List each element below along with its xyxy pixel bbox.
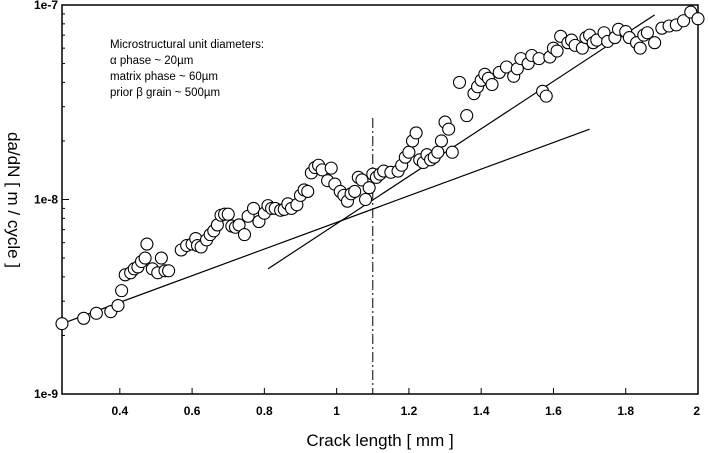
data-point: [539, 89, 553, 103]
data-point: [111, 298, 125, 313]
data-point: [358, 192, 373, 207]
data-point: [648, 36, 662, 50]
data-point: [691, 12, 705, 26]
data-point: [550, 44, 564, 58]
y-axis-ticks: 1e-9 1e-8 1e-7: [34, 0, 69, 401]
x-tick-label: 1.2: [401, 404, 418, 418]
data-point: [676, 14, 691, 28]
data-point: [485, 77, 499, 92]
annotation-line-3: matrix phase ~ 60µm: [110, 71, 218, 83]
y-axis-title: da/dN [ m / cycle ]: [4, 132, 23, 268]
data-point: [140, 237, 154, 251]
data-point: [362, 181, 376, 195]
x-tick-label: 0.8: [256, 404, 273, 418]
data-point: [452, 75, 467, 89]
data-point: [324, 161, 338, 175]
x-tick-label: 1.8: [617, 404, 634, 418]
annotation: Microstructural unit diameters: α phase …: [110, 39, 264, 99]
x-tick-label: 0.4: [111, 404, 128, 418]
data-point: [460, 109, 474, 123]
data-point: [434, 134, 448, 148]
y-tick-label: 1e-8: [34, 193, 58, 207]
fit-line: [267, 14, 655, 270]
data-point: [633, 41, 647, 55]
data-point: [348, 184, 362, 198]
data-point: [445, 145, 459, 159]
data-point: [162, 264, 176, 278]
data-point: [402, 145, 416, 159]
x-tick-label: 1.6: [545, 404, 562, 418]
data-point: [640, 26, 654, 40]
fit-lines: [61, 14, 655, 325]
data-point: [301, 184, 315, 198]
data-point: [221, 207, 235, 221]
x-tick-label: 0.6: [184, 404, 201, 418]
data-point: [115, 284, 129, 298]
y-tick-label: 1e-9: [34, 387, 58, 401]
data-points: [55, 5, 705, 331]
data-point: [409, 126, 423, 140]
annotation-line-4: prior β grain ~ 500µm: [110, 87, 220, 99]
x-tick-label: 1: [333, 404, 340, 418]
data-point: [237, 228, 252, 242]
data-point: [138, 251, 152, 265]
x-axis-ticks: 0.4 0.6 0.8 1 1.2 1.4 1.6 1.8 2: [111, 388, 700, 418]
data-point: [442, 122, 456, 136]
data-point: [89, 306, 103, 320]
annotation-line-2: α phase ~ 20µm: [110, 55, 193, 67]
data-point: [532, 52, 546, 66]
x-tick-label: 1.4: [473, 404, 490, 418]
y-tick-label: 1e-7: [34, 0, 58, 12]
data-point: [246, 201, 261, 215]
data-point: [77, 311, 91, 325]
x-tick-label: 2: [693, 404, 700, 418]
data-point: [55, 317, 69, 331]
fit-line: [61, 128, 590, 325]
data-point: [154, 251, 168, 265]
data-point: [431, 145, 445, 159]
x-axis-title: Crack length [ mm ]: [306, 431, 453, 450]
annotation-line-1: Microstructural unit diameters:: [110, 39, 264, 51]
